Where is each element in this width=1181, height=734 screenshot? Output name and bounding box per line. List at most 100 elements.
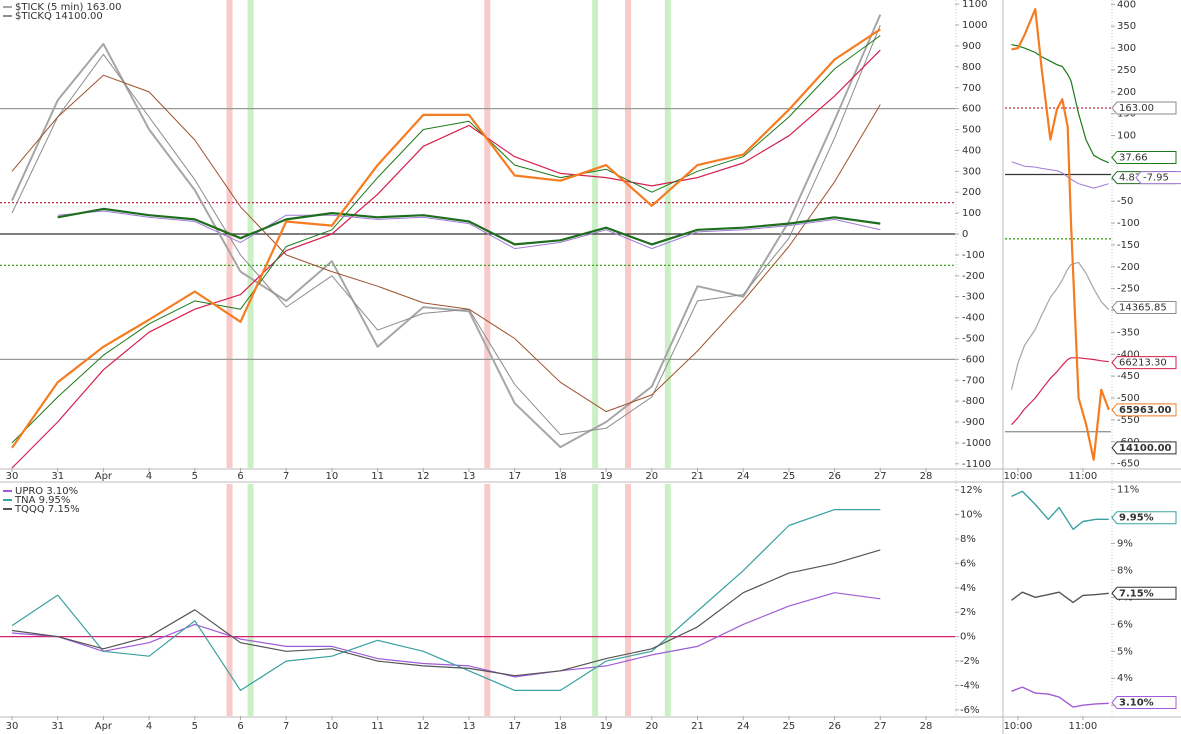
value-tag-label: 14365.85 xyxy=(1119,302,1167,313)
x-tick-label: 11 xyxy=(371,721,384,732)
x-tick-label: 17 xyxy=(508,471,521,482)
y-tick-label: 0% xyxy=(960,632,976,643)
value-tag xyxy=(1135,171,1181,185)
legend-label: TNA 9.95% xyxy=(14,495,70,506)
y-tick-label: 250 xyxy=(1117,65,1136,76)
series-line xyxy=(57,210,881,250)
y-tick-label: -700 xyxy=(962,375,985,386)
y-tick-label: 12% xyxy=(960,485,982,496)
y-tick-label: 700 xyxy=(962,83,981,94)
series-line xyxy=(11,14,882,449)
x-tick-label: 18 xyxy=(554,471,567,482)
x-tick-label: 17 xyxy=(508,721,521,732)
y-tick-label: 400 xyxy=(962,145,981,156)
y-tick-label: -450 xyxy=(1117,371,1140,382)
y-tick-label: 350 xyxy=(1117,21,1136,32)
y-tick-label: -600 xyxy=(962,354,985,365)
y-tick-label: -300 xyxy=(962,292,985,303)
value-tag-label: 163.00 xyxy=(1119,103,1154,114)
x-tick-label: 13 xyxy=(463,721,476,732)
y-tick-label: 100 xyxy=(1117,131,1136,142)
y-tick-label: 500 xyxy=(962,125,981,136)
x-tick-label: 5 xyxy=(192,721,198,732)
y-tick-label: 8% xyxy=(1117,565,1133,576)
y-tick-label: -400 xyxy=(1117,349,1140,360)
y-tick-label: 400 xyxy=(1117,0,1136,10)
x-tick-label: 4 xyxy=(146,721,152,732)
y-tick-label: -1000 xyxy=(962,438,991,449)
x-tick-label: 20 xyxy=(645,471,658,482)
y-tick-label: -650 xyxy=(1117,459,1140,470)
y-tick-label: 4% xyxy=(960,583,976,594)
series-line xyxy=(1011,686,1109,708)
series-line xyxy=(11,74,881,413)
x-tick-label: 10 xyxy=(326,721,339,732)
y-tick-label: -4% xyxy=(960,680,979,691)
y-tick-label: 6% xyxy=(1117,619,1133,630)
series-line xyxy=(1011,8,1110,461)
y-tick-label: -900 xyxy=(962,417,985,428)
series-line xyxy=(11,509,881,691)
y-tick-label: 6% xyxy=(960,558,976,569)
y-tick-label: 4% xyxy=(1117,673,1133,684)
y-tick-label: -2% xyxy=(960,656,979,667)
x-tick-label: 10:00 xyxy=(1004,721,1033,732)
y-tick-label: 10% xyxy=(960,510,982,521)
value-tag xyxy=(1111,150,1177,164)
x-tick-label: Apr xyxy=(95,471,113,482)
y-tick-label: 200 xyxy=(1117,87,1136,98)
x-tick-label: 13 xyxy=(463,471,476,482)
legend-label: UPRO 3.10% xyxy=(15,486,78,497)
highlight-band xyxy=(226,484,233,716)
y-tick-label: -1100 xyxy=(962,459,991,470)
series-line xyxy=(11,49,881,469)
x-tick-label: 21 xyxy=(691,471,704,482)
x-tick-label: 4 xyxy=(146,471,152,482)
y-tick-label: -100 xyxy=(962,250,985,261)
y-tick-label: -50 xyxy=(1117,196,1133,207)
y-tick-label: -550 xyxy=(1117,415,1140,426)
series-line xyxy=(1011,161,1109,189)
y-tick-label: -200 xyxy=(962,271,985,282)
x-tick-label: 21 xyxy=(691,721,704,732)
x-tick-label: 25 xyxy=(783,471,796,482)
x-tick-label: 27 xyxy=(874,721,887,732)
y-tick-label: 100 xyxy=(962,208,981,219)
x-tick-label: 11 xyxy=(371,471,384,482)
x-tick-label: 10 xyxy=(326,471,339,482)
x-tick-label: 12 xyxy=(417,471,430,482)
series-line xyxy=(1011,44,1110,164)
x-tick-label: 12 xyxy=(417,721,430,732)
x-tick-label: 6 xyxy=(237,721,243,732)
value-tag-label: 37.66 xyxy=(1119,152,1148,163)
x-tick-label: 20 xyxy=(645,721,658,732)
y-tick-label: 0 xyxy=(962,229,968,240)
x-tick-label: 6 xyxy=(237,471,243,482)
highlight-band xyxy=(592,484,599,716)
value-tag xyxy=(1111,101,1177,115)
y-tick-label: 300 xyxy=(962,166,981,177)
value-tag xyxy=(1111,356,1177,370)
y-tick-label: -800 xyxy=(962,396,985,407)
x-tick-label: 7 xyxy=(283,471,289,482)
series-line xyxy=(1011,490,1109,530)
y-tick-label: 8% xyxy=(960,534,976,545)
series-line xyxy=(11,28,881,449)
series-line xyxy=(57,207,881,246)
y-tick-label: -400 xyxy=(962,313,985,324)
x-tick-label: 18 xyxy=(554,721,567,732)
y-tick-label: 1000 xyxy=(962,20,987,31)
x-tick-label: 26 xyxy=(828,721,841,732)
x-tick-label: 24 xyxy=(737,721,750,732)
y-tick-label: 800 xyxy=(962,62,981,73)
y-tick-label: 200 xyxy=(962,187,981,198)
series-line xyxy=(11,592,881,678)
value-tag-label: 14100.00 xyxy=(1119,443,1172,454)
x-tick-label: 31 xyxy=(51,471,64,482)
legend-label: $TICKQ 14100.00 xyxy=(15,11,103,22)
y-tick-label: -100 xyxy=(1117,218,1140,229)
value-tag-label: 9.95% xyxy=(1119,513,1154,524)
value-tag xyxy=(1111,300,1177,314)
series-line xyxy=(11,24,881,436)
